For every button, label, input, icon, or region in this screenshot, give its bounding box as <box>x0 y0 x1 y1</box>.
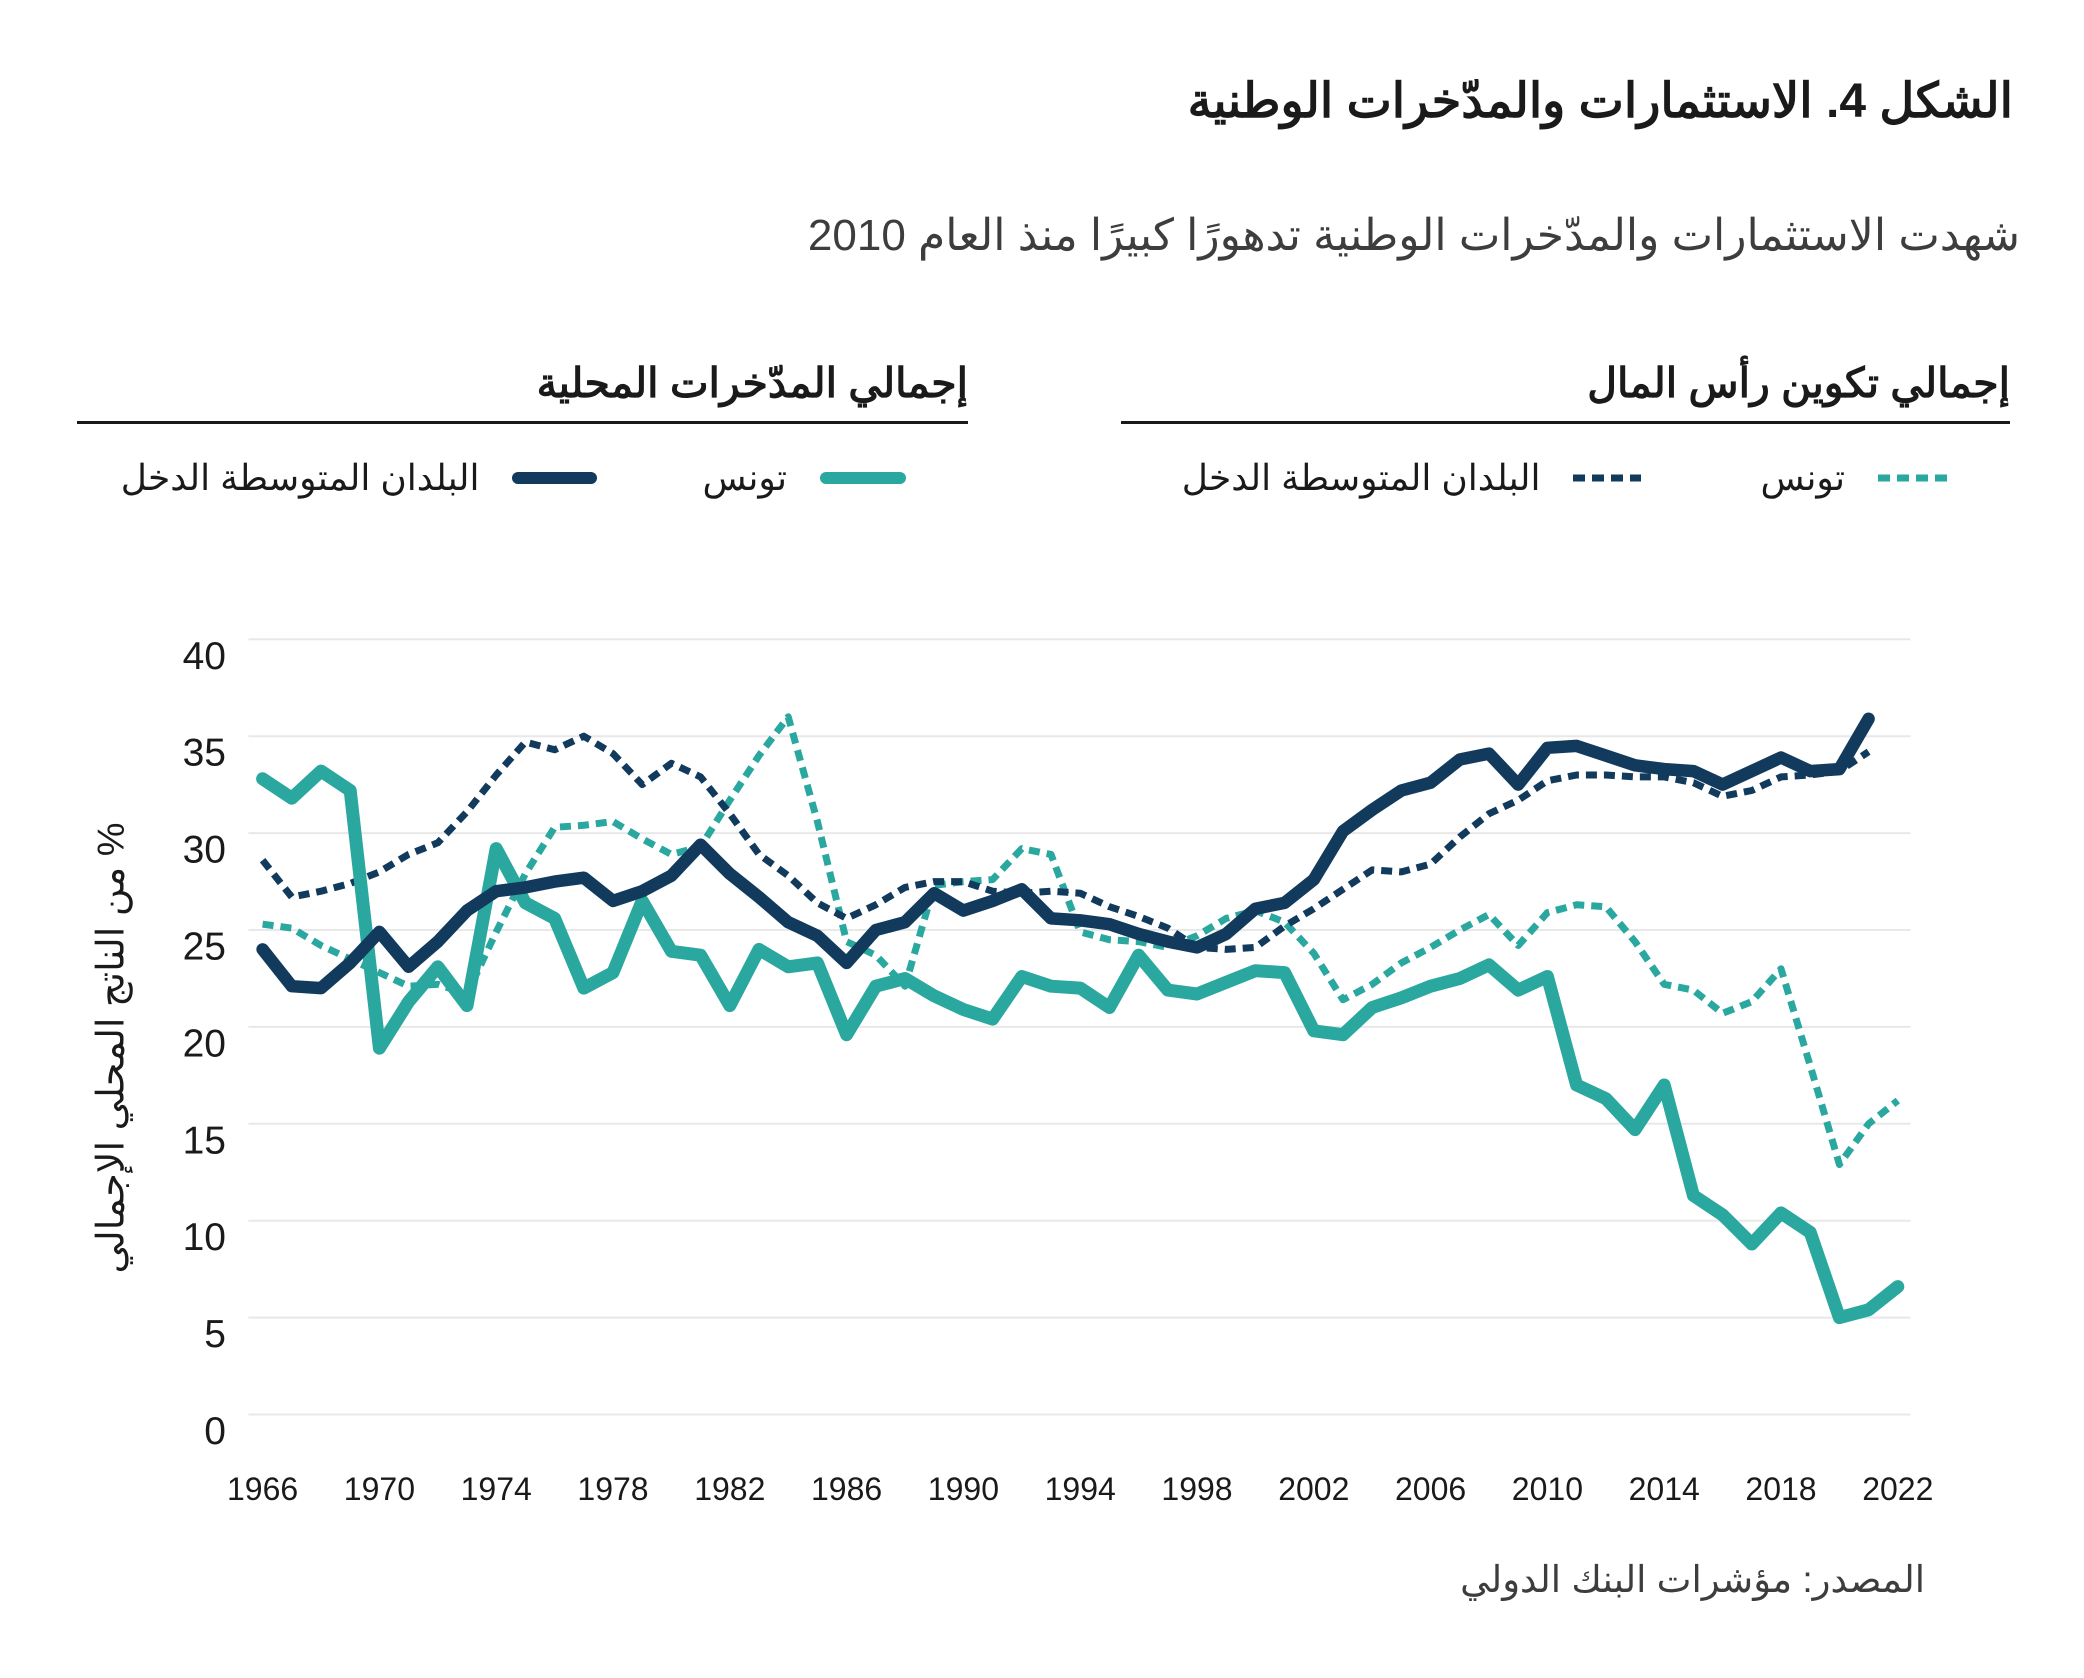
svg-text:1986: 1986 <box>811 1471 882 1507</box>
svg-text:2002: 2002 <box>1278 1471 1349 1507</box>
svg-text:25: 25 <box>183 926 226 969</box>
svg-text:40: 40 <box>183 635 226 678</box>
svg-text:2006: 2006 <box>1395 1471 1466 1507</box>
svg-text:10: 10 <box>183 1216 226 1259</box>
svg-text:20: 20 <box>183 1022 226 1065</box>
svg-text:1998: 1998 <box>1161 1471 1232 1507</box>
svg-text:0: 0 <box>204 1410 226 1453</box>
svg-text:1990: 1990 <box>928 1471 999 1507</box>
svg-text:30: 30 <box>183 829 226 872</box>
svg-text:5: 5 <box>204 1313 226 1356</box>
svg-text:2010: 2010 <box>1512 1471 1583 1507</box>
svg-text:2022: 2022 <box>1862 1471 1933 1507</box>
svg-text:1970: 1970 <box>344 1471 415 1507</box>
svg-text:1966: 1966 <box>227 1471 298 1507</box>
svg-text:15: 15 <box>183 1119 226 1162</box>
svg-text:1982: 1982 <box>694 1471 765 1507</box>
svg-text:1974: 1974 <box>461 1471 532 1507</box>
svg-text:1994: 1994 <box>1045 1471 1116 1507</box>
svg-text:1978: 1978 <box>577 1471 648 1507</box>
svg-text:2014: 2014 <box>1629 1471 1700 1507</box>
svg-text:2018: 2018 <box>1745 1471 1816 1507</box>
svg-text:35: 35 <box>183 732 226 775</box>
